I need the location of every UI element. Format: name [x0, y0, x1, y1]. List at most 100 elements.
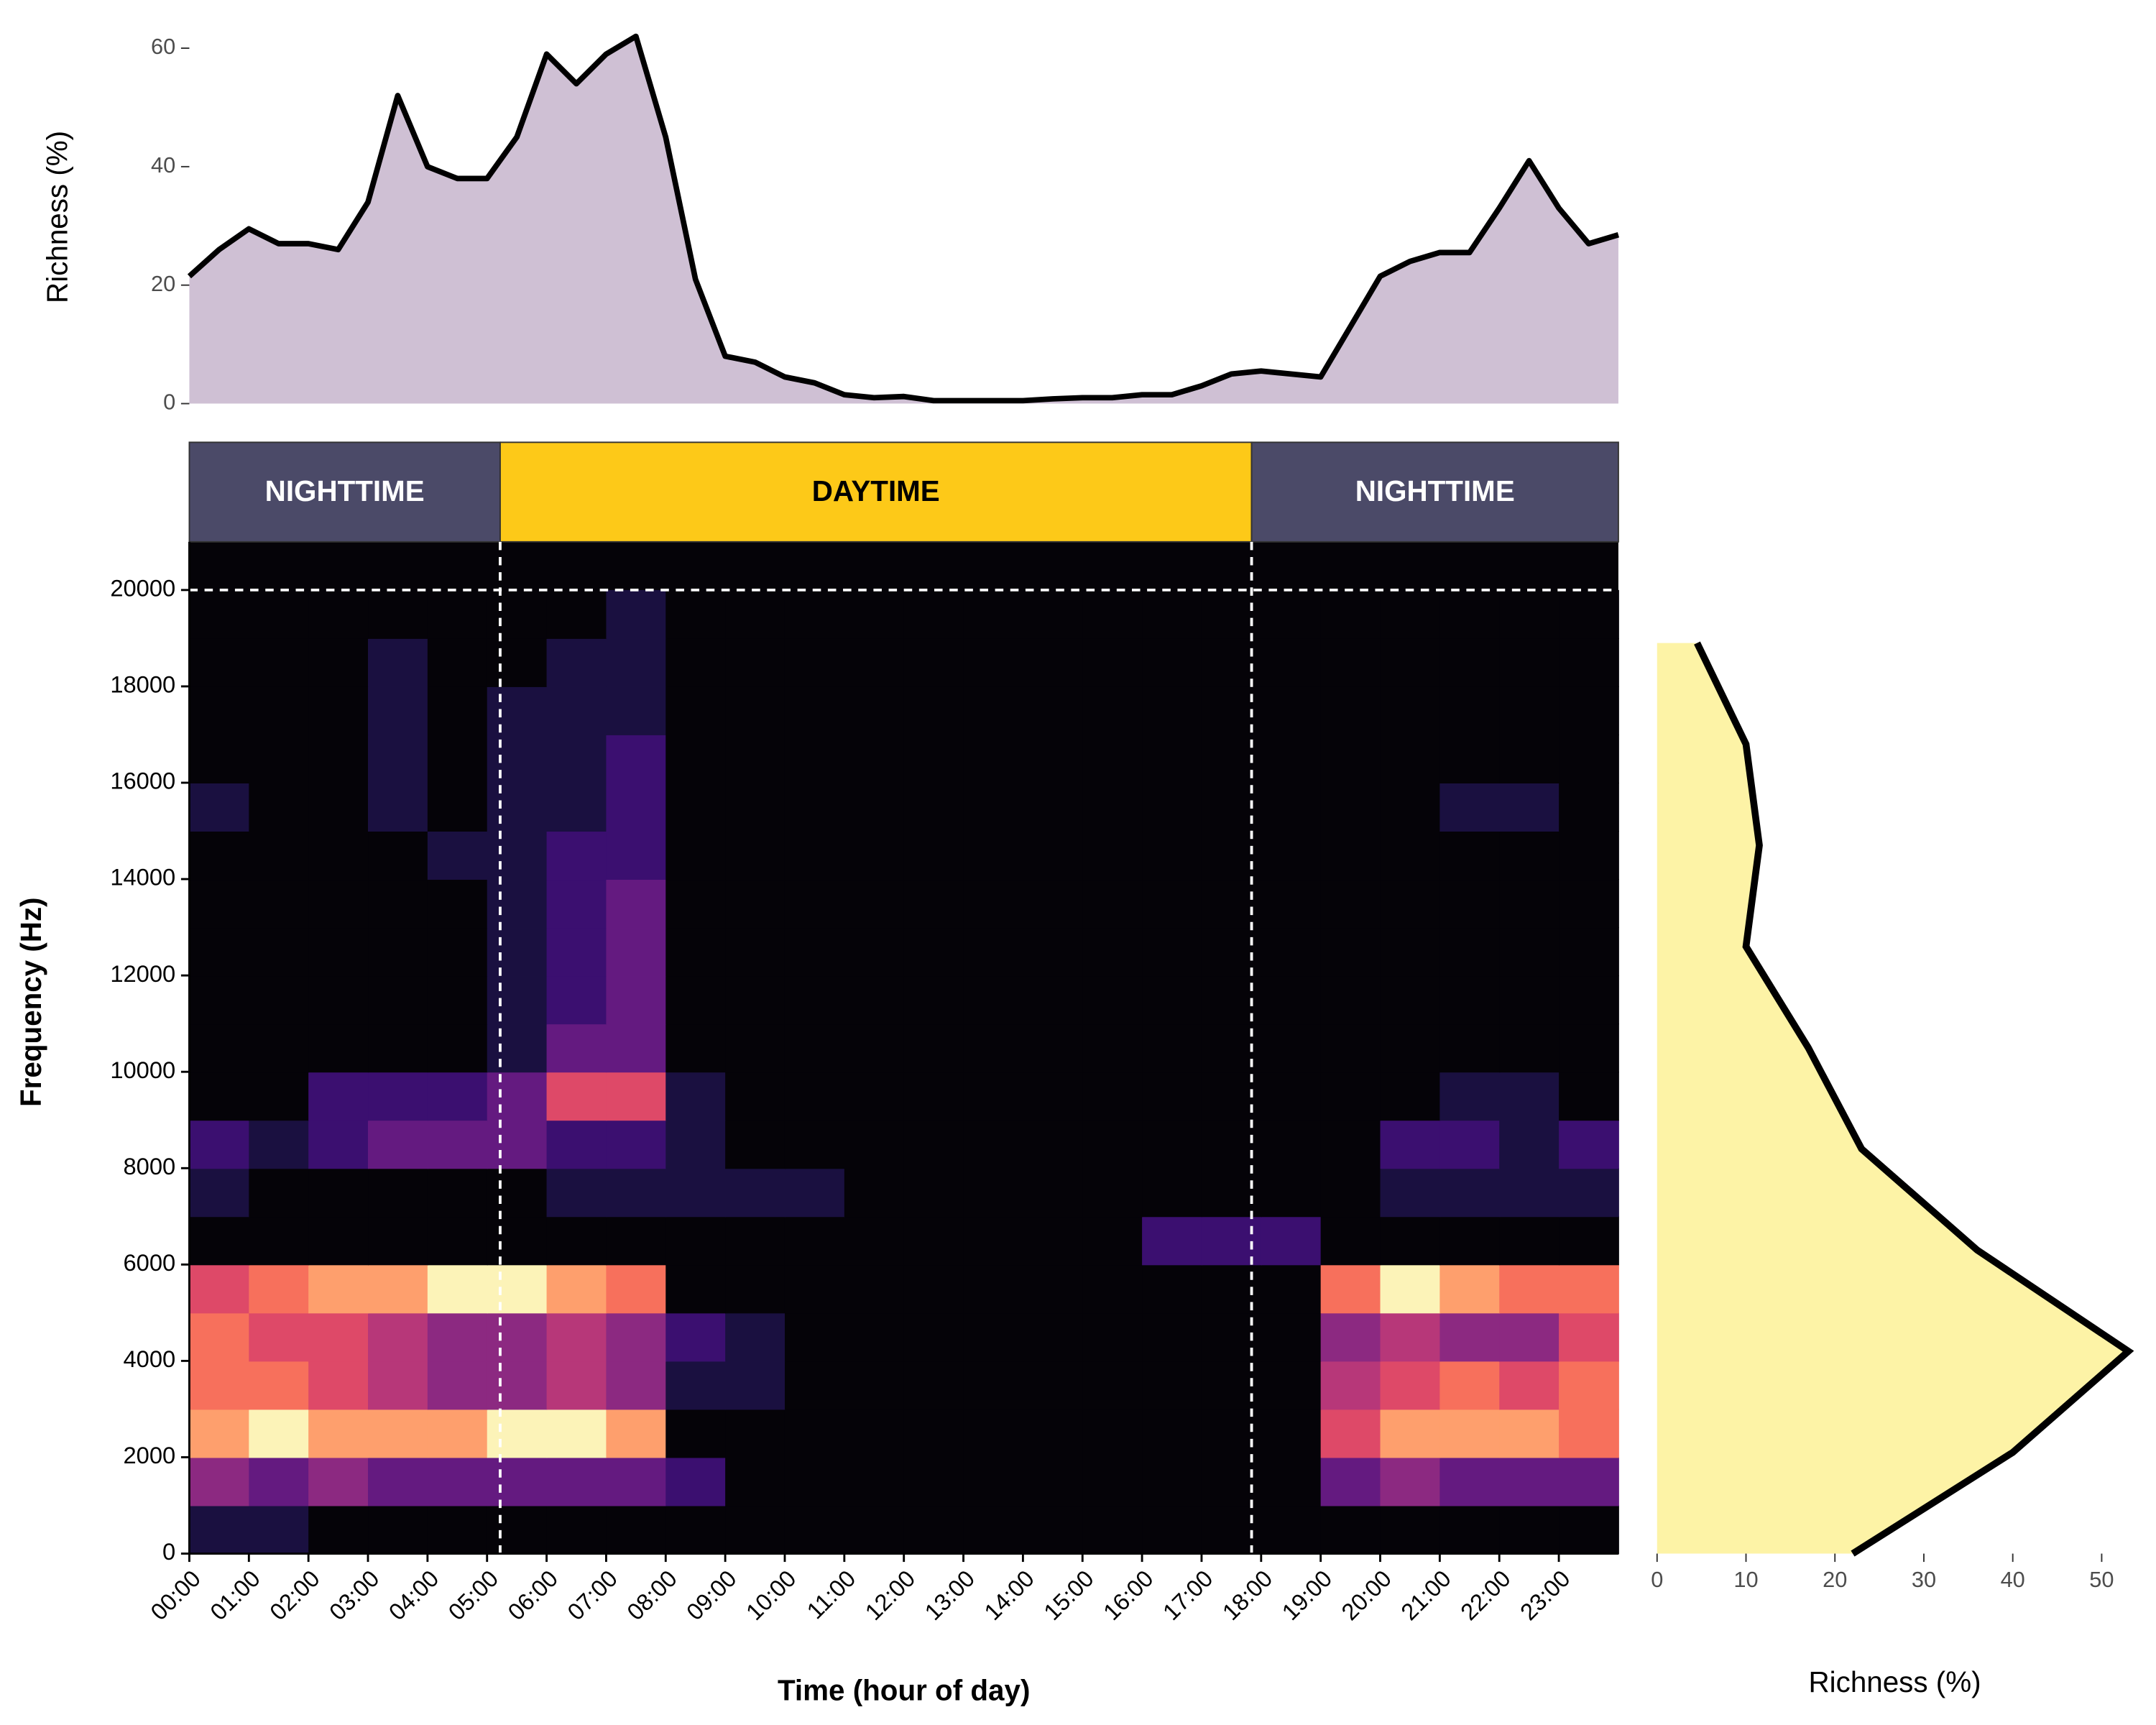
heat-cell: [1082, 1457, 1143, 1506]
heat-cell: [963, 1216, 1024, 1266]
heat-cell: [1320, 686, 1381, 735]
heat-cell: [1261, 734, 1322, 783]
heat-cell: [1499, 975, 1560, 1025]
heat-cell: [606, 975, 667, 1025]
heat-cell: [189, 1120, 250, 1169]
heat-cell: [1499, 831, 1560, 880]
heat-cell: [1082, 1409, 1143, 1458]
heat-cell: [308, 1264, 369, 1314]
heat-cell: [1261, 1264, 1322, 1314]
heat-cell: [1320, 1312, 1381, 1362]
heat-cell: [546, 927, 607, 977]
heat-cell: [1380, 589, 1441, 639]
heat-cell: [249, 734, 310, 783]
heat-cell: [1023, 1168, 1084, 1218]
heat-cell: [1559, 638, 1619, 687]
heat-cell: [249, 1457, 310, 1506]
y-tick-label: 14000: [110, 864, 175, 891]
heat-cell: [963, 1505, 1024, 1555]
heat-cell: [903, 734, 964, 783]
heat-cell: [1320, 1072, 1381, 1121]
heat-cell: [784, 783, 845, 832]
period-strip: [188, 441, 501, 543]
heat-cell: [546, 831, 607, 880]
heat-cell: [1201, 1120, 1262, 1169]
heat-cell: [725, 1457, 786, 1506]
heat-cell: [1142, 589, 1202, 639]
heat-cell: [1261, 1505, 1322, 1555]
heat-cell: [1439, 589, 1501, 639]
heat-cell: [1559, 589, 1619, 639]
heat-cell: [308, 1072, 369, 1121]
heat-cell: [844, 1361, 905, 1410]
heat-cell: [606, 1216, 667, 1266]
heat-cell: [308, 686, 369, 735]
heat-cell: [487, 1024, 548, 1073]
heat-cell: [249, 638, 310, 687]
heat-cell: [487, 879, 548, 929]
heat-cell: [368, 589, 428, 639]
x-tick-label: 10: [1733, 1567, 1758, 1592]
heat-cell: [784, 638, 845, 687]
heat-cell: [1142, 1505, 1202, 1555]
heat-cell: [487, 1264, 548, 1314]
heat-cell: [903, 686, 964, 735]
heat-cell: [1261, 1312, 1322, 1362]
heat-cell: [1201, 1457, 1262, 1506]
heat-cell: [487, 589, 548, 639]
heat-cell: [1142, 1120, 1202, 1169]
heat-cell: [189, 879, 250, 929]
period-strip: [1250, 441, 1619, 543]
heat-cell: [487, 1457, 548, 1506]
heat-cell: [844, 1024, 905, 1073]
heat-cell: [844, 1505, 905, 1555]
heat-cell: [963, 1072, 1024, 1121]
y-tick-label: 20000: [110, 575, 175, 602]
period-strip: [499, 441, 1253, 543]
heat-cell: [844, 734, 905, 783]
heat-cell: [1142, 1409, 1202, 1458]
x-tick-label: 16:00: [1098, 1565, 1158, 1625]
x-tick-label: 17:00: [1158, 1565, 1218, 1625]
heat-cell: [1320, 638, 1381, 687]
heat-cell: [1499, 1168, 1560, 1218]
heat-cell: [1380, 927, 1441, 977]
heat-cell: [308, 1361, 369, 1410]
y-tick-label: 10000: [110, 1057, 175, 1083]
heat-cell: [1082, 734, 1143, 783]
heat-cell: [1320, 879, 1381, 929]
heat-cell: [368, 879, 428, 929]
area-fill: [189, 36, 1618, 404]
heat-cell: [427, 734, 488, 783]
heat-cell: [1023, 1024, 1084, 1073]
heat-cell: [427, 975, 488, 1025]
heat-cell: [189, 686, 250, 735]
heat-cell: [1320, 589, 1381, 639]
heat-cell: [546, 638, 607, 687]
heat-cell: [1439, 927, 1501, 977]
heat-cell: [427, 1505, 488, 1555]
heat-cell: [1023, 589, 1084, 639]
heat-cell: [963, 1168, 1024, 1218]
heat-cell: [903, 1216, 964, 1266]
heat-cell: [368, 1312, 428, 1362]
heat-cell: [1380, 686, 1441, 735]
heat-cell: [427, 1409, 488, 1458]
heat-cell: [665, 927, 727, 977]
period-label: NIGHTTIME: [265, 474, 425, 507]
heat-cell: [1082, 1264, 1143, 1314]
heat-cell: [1082, 1361, 1143, 1410]
heat-cell: [189, 1024, 250, 1073]
heat-cell: [368, 831, 428, 880]
x-tick-label: 11:00: [801, 1565, 860, 1624]
heat-cell: [665, 638, 727, 687]
heat-cell: [903, 879, 964, 929]
heat-cell: [1320, 1505, 1381, 1555]
heat-cell: [1023, 1312, 1084, 1362]
heat-cell: [1261, 1361, 1322, 1410]
heat-cell: [546, 1072, 607, 1121]
heat-cell: [1201, 1168, 1262, 1218]
heat-cell: [606, 1361, 667, 1410]
x-tick-label: 19:00: [1276, 1565, 1337, 1625]
heat-cell: [1082, 879, 1143, 929]
